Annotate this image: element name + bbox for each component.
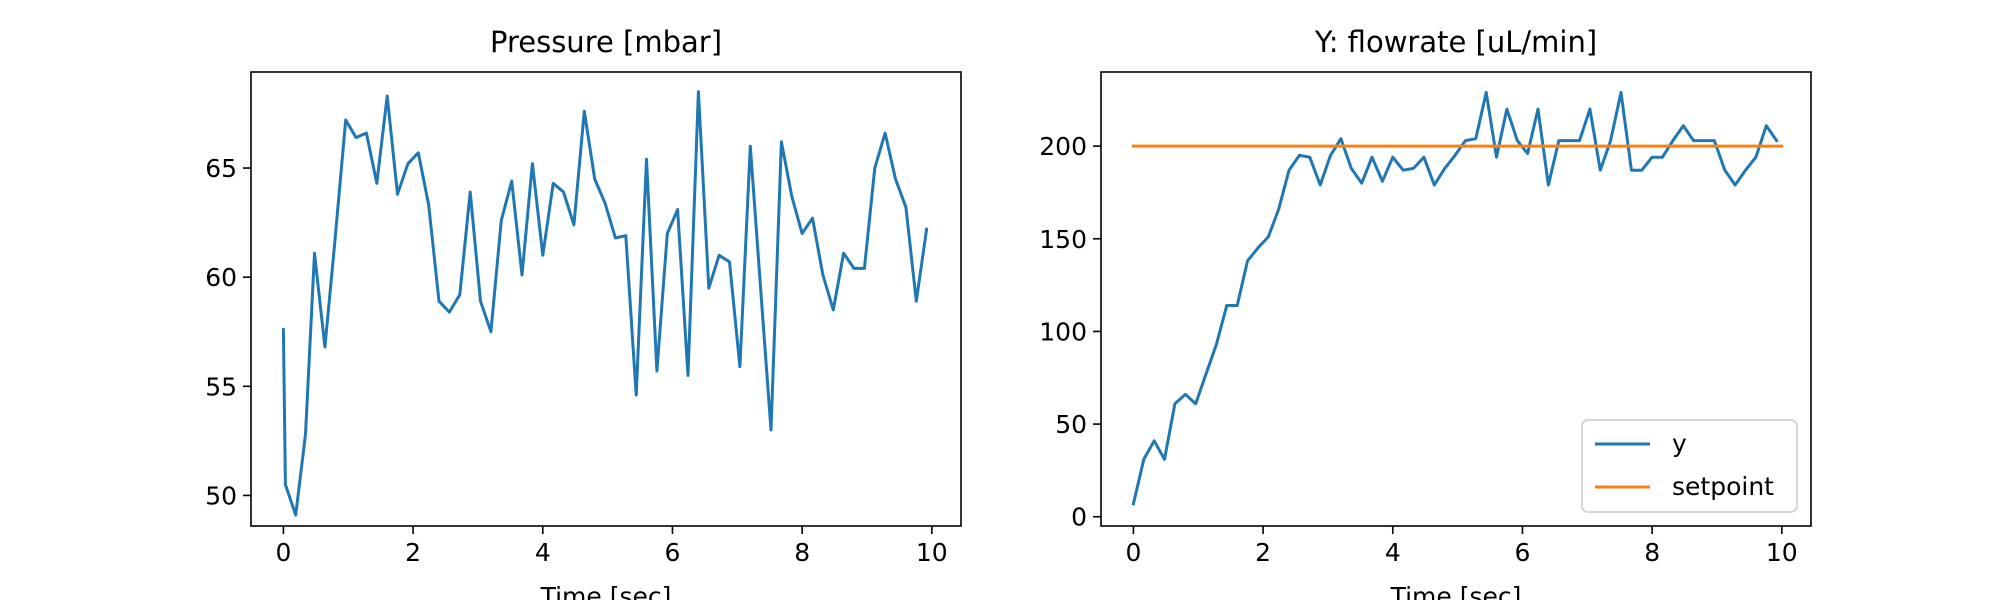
flowrate-chart-ytick-label: 50 xyxy=(1055,410,1087,439)
pressure-chart-title: Pressure [mbar] xyxy=(490,25,722,59)
pressure-chart-xtick-label: 4 xyxy=(535,538,551,567)
flowrate-chart-xtick-label: 4 xyxy=(1385,538,1401,567)
pressure-chart-xtick-label: 6 xyxy=(665,538,681,567)
pressure-chart-xlabel: Time [sec] xyxy=(540,582,672,600)
legend-label-y: y xyxy=(1672,429,1687,458)
flowrate-chart-xtick-label: 0 xyxy=(1125,538,1141,567)
legend-label-setpoint: setpoint xyxy=(1672,472,1774,501)
pressure-chart-ytick-label: 55 xyxy=(205,372,237,401)
pressure-chart: Pressure [mbar] Time [sec] 0 2 4 6 8 10 50 55 60… xyxy=(205,25,962,600)
flowrate-chart-xtick-label: 10 xyxy=(1766,538,1798,567)
flowrate-chart-frame xyxy=(1100,71,1812,527)
pressure-chart-series xyxy=(281,90,929,517)
pressure-chart-xtick-label: 8 xyxy=(794,538,810,567)
flowrate-chart-series xyxy=(1131,90,1784,506)
flowrate-chart: Y: flowrate [uL/min] Time [sec] 0 2 4 6 8 100… xyxy=(1039,25,1812,600)
flowrate-chart-xtick-label: 6 xyxy=(1515,538,1531,567)
pressure-chart-ytick-label: 60 xyxy=(205,263,237,292)
pressure-chart-xtick-label: 0 xyxy=(275,538,291,567)
flowrate-chart-title: Y: flowrate [uL/min] xyxy=(1314,25,1597,59)
pressure-chart-xtick-label: 10 xyxy=(916,538,948,567)
flowrate-chart-ytick-label: 200 xyxy=(1039,132,1087,161)
flowrate-chart-ytick-label: 0 xyxy=(1071,503,1087,532)
legend: y setpoint xyxy=(1581,419,1798,513)
flowrate-chart-xtick-label: 2 xyxy=(1255,538,1271,567)
flowrate-chart-ytick-label: 150 xyxy=(1039,225,1087,254)
flowrate-chart-xlabel: Time [sec] xyxy=(1390,582,1522,600)
pressure-chart-line-series-0 xyxy=(281,90,929,517)
flowrate-chart-ytick-label: 100 xyxy=(1039,317,1087,346)
pressure-chart-xtick-label: 2 xyxy=(405,538,421,567)
pressure-chart-ytick-label: 65 xyxy=(205,154,237,183)
pressure-chart-ticks: 0 2 4 6 8 10 50 55 60 65 xyxy=(205,154,948,567)
flowrate-chart-xtick-label: 8 xyxy=(1644,538,1660,567)
pressure-chart-ytick-label: 50 xyxy=(205,481,237,510)
pressure-chart-frame xyxy=(250,71,962,527)
